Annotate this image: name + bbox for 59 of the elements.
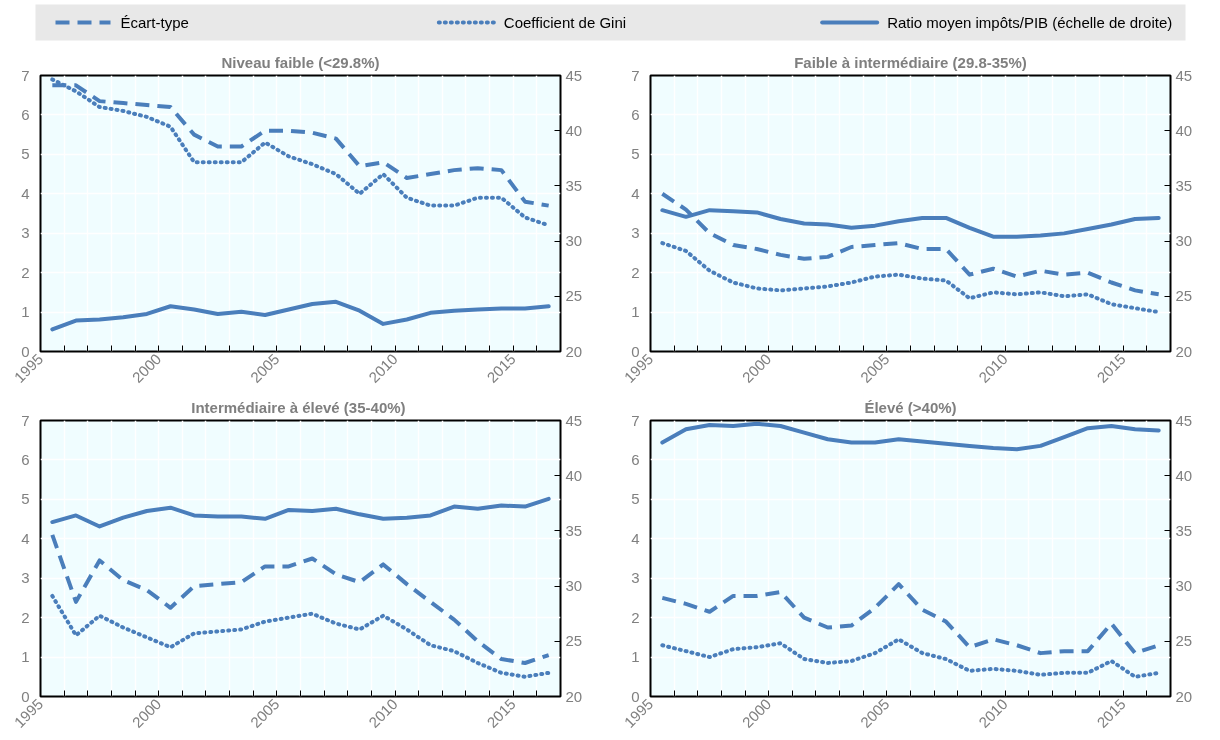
y-tick-label: 4 [21, 184, 30, 202]
y-tick-label: 7 [631, 411, 640, 429]
y-tick-label: 6 [21, 105, 30, 123]
legend-label: Coefficient de Gini [503, 14, 627, 31]
y-tick-label: 1 [21, 648, 30, 666]
y2-tick-label: 20 [565, 687, 583, 705]
y-tick-label: 3 [21, 569, 30, 587]
y-tick-label: 3 [631, 224, 640, 242]
y-tick-label: 5 [21, 490, 30, 508]
y-tick-label: 7 [631, 66, 640, 84]
y2-tick-label: 25 [1175, 287, 1193, 305]
y-tick-label: 6 [631, 105, 640, 123]
y-tick-label: 6 [631, 450, 640, 468]
y-tick-label: 2 [21, 263, 30, 281]
y-tick-label: 1 [631, 648, 640, 666]
y2-tick-label: 30 [565, 577, 583, 595]
y-tick-label: 1 [631, 303, 640, 321]
y2-tick-label: 25 [1175, 632, 1193, 650]
y-tick-label: 5 [21, 145, 30, 163]
y-tick-label: 3 [631, 569, 640, 587]
y-tick-label: 2 [631, 608, 640, 626]
y2-tick-label: 40 [565, 466, 583, 484]
y-tick-label: 4 [21, 529, 30, 547]
chart-title: Niveau faible (<29.8%) [221, 53, 380, 71]
y2-tick-label: 25 [565, 287, 583, 305]
legend-label: Ratio moyen impôts/PIB (échelle de droite) [887, 14, 1173, 31]
y2-tick-label: 45 [565, 66, 583, 84]
y-tick-label: 2 [21, 608, 30, 626]
y-tick-label: 7 [21, 411, 30, 429]
chart-title: Intermédiaire à élevé (35-40%) [191, 398, 406, 416]
legend-label: Écart-type [120, 14, 189, 31]
chart-title: Élevé (>40%) [864, 398, 957, 416]
y2-tick-label: 45 [565, 411, 583, 429]
y2-tick-label: 30 [1175, 232, 1193, 250]
y2-tick-label: 20 [1175, 342, 1193, 360]
y2-tick-label: 30 [1175, 577, 1193, 595]
y-tick-label: 5 [631, 490, 640, 508]
y2-tick-label: 30 [565, 232, 583, 250]
y2-tick-label: 20 [1175, 687, 1193, 705]
y-tick-label: 3 [21, 224, 30, 242]
y2-tick-label: 40 [565, 121, 583, 139]
y2-tick-label: 35 [1175, 176, 1193, 194]
y2-tick-label: 45 [1175, 411, 1193, 429]
y2-tick-label: 40 [1175, 466, 1193, 484]
y-tick-label: 1 [21, 303, 30, 321]
y-tick-label: 5 [631, 145, 640, 163]
y-tick-label: 2 [631, 263, 640, 281]
y-tick-label: 4 [631, 184, 640, 202]
y2-tick-label: 40 [1175, 121, 1193, 139]
y2-tick-label: 20 [565, 342, 583, 360]
y-tick-label: 4 [631, 529, 640, 547]
y-tick-label: 6 [21, 450, 30, 468]
y2-tick-label: 35 [565, 521, 583, 539]
chart-title: Faible à intermédiaire (29.8-35%) [794, 53, 1027, 71]
y2-tick-label: 45 [1175, 66, 1193, 84]
y-tick-label: 7 [21, 66, 30, 84]
y2-tick-label: 25 [565, 632, 583, 650]
y2-tick-label: 35 [1175, 521, 1193, 539]
y2-tick-label: 35 [565, 176, 583, 194]
